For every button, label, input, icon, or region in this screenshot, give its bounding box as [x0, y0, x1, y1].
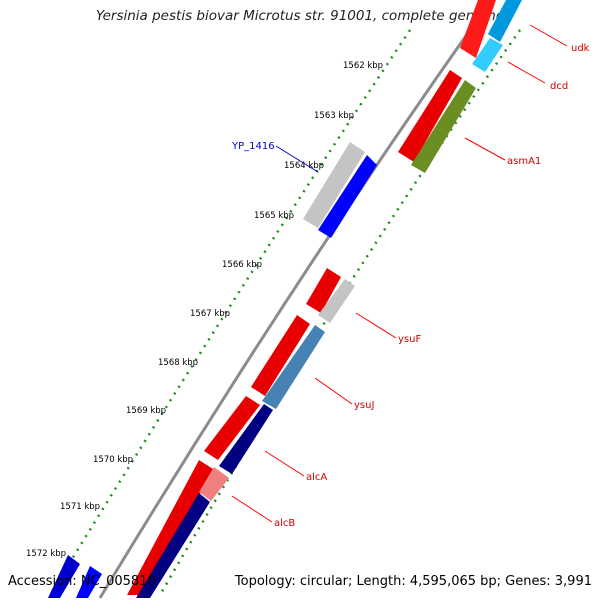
leader-dcd: [507, 61, 546, 84]
leader-udk: [529, 24, 568, 47]
gene-label-alcB[interactable]: alcB: [274, 518, 295, 529]
kbp-tick-1571: 1571 kbp: [60, 502, 100, 512]
gene-alcB[interactable]: [136, 493, 210, 598]
kbp-tick-1570: 1570 kbp: [93, 455, 133, 465]
gene-label-dcd[interactable]: dcd: [550, 81, 568, 92]
leader-ysuF: [355, 312, 397, 339]
gene-label-alcA[interactable]: alcA: [306, 472, 327, 483]
leader-asmA1: [464, 137, 506, 161]
kbp-tick-1569: 1569 kbp: [126, 406, 166, 416]
gene-YP_1416-blue[interactable]: [318, 155, 377, 238]
leader-alcB: [231, 495, 273, 523]
genome-backbone: [98, 29, 472, 599]
genome-summary: Topology: circular; Length: 4,595,065 bp…: [234, 574, 592, 589]
gene-asmA1-fwd[interactable]: [398, 70, 462, 162]
kbp-tick-1565: 1565 kbp: [254, 211, 294, 221]
gene-alcB-pink[interactable]: [199, 467, 229, 501]
gene-YP_1416-grey[interactable]: [303, 142, 365, 228]
gene-ysuF-fwd[interactable]: [306, 268, 341, 313]
gene-ysuF[interactable]: [318, 279, 355, 323]
gene-alcA[interactable]: [219, 404, 273, 474]
gene-label-ysuF[interactable]: ysuF: [398, 334, 421, 345]
kbp-tick-1567: 1567 kbp: [190, 309, 230, 319]
map-title: Yersinia pestis biovar Microtus str. 910…: [95, 8, 505, 24]
forward-genes: [127, 0, 496, 595]
gene-label-YP_1416[interactable]: YP_1416: [231, 141, 275, 152]
kbp-tick-1563: 1563 kbp: [314, 111, 354, 121]
kbp-tick-1568: 1568 kbp: [158, 358, 198, 368]
gene-label-asmA1[interactable]: asmA1: [507, 156, 541, 167]
leader-alcA: [264, 450, 305, 477]
leader-YP_1416: [275, 145, 319, 173]
gene-ysuJ-fwd[interactable]: [251, 315, 310, 396]
gene-bottom-blue-2[interactable]: [76, 566, 102, 598]
kbp-tick-1572: 1572 kbp: [26, 549, 66, 559]
gene-udk-upper[interactable]: [460, 0, 496, 58]
outer-tick-ring: [48, 29, 412, 596]
reverse-genes: [48, 0, 522, 598]
gene-alcA-fwd[interactable]: [204, 396, 260, 460]
gene-label-ysuJ[interactable]: ysuJ: [354, 400, 374, 411]
kbp-tick-1566: 1566 kbp: [222, 260, 262, 270]
leader-ysuJ: [314, 377, 353, 405]
gene-ysuJ[interactable]: [262, 325, 325, 409]
gene-asmA1[interactable]: [411, 80, 476, 173]
kbp-tick-1564: 1564 kbp: [284, 161, 324, 171]
gene-bottom-blue-1[interactable]: [48, 555, 80, 598]
gene-dcd[interactable]: [472, 38, 503, 72]
gene-udk-lower[interactable]: [488, 0, 522, 42]
kbp-tick-1562: 1562 kbp: [343, 61, 383, 71]
accession-label: Accession: NC_005810: [8, 574, 156, 589]
gene-alcB-fwd[interactable]: [127, 460, 213, 595]
gene-label-udk[interactable]: udk: [571, 43, 590, 54]
